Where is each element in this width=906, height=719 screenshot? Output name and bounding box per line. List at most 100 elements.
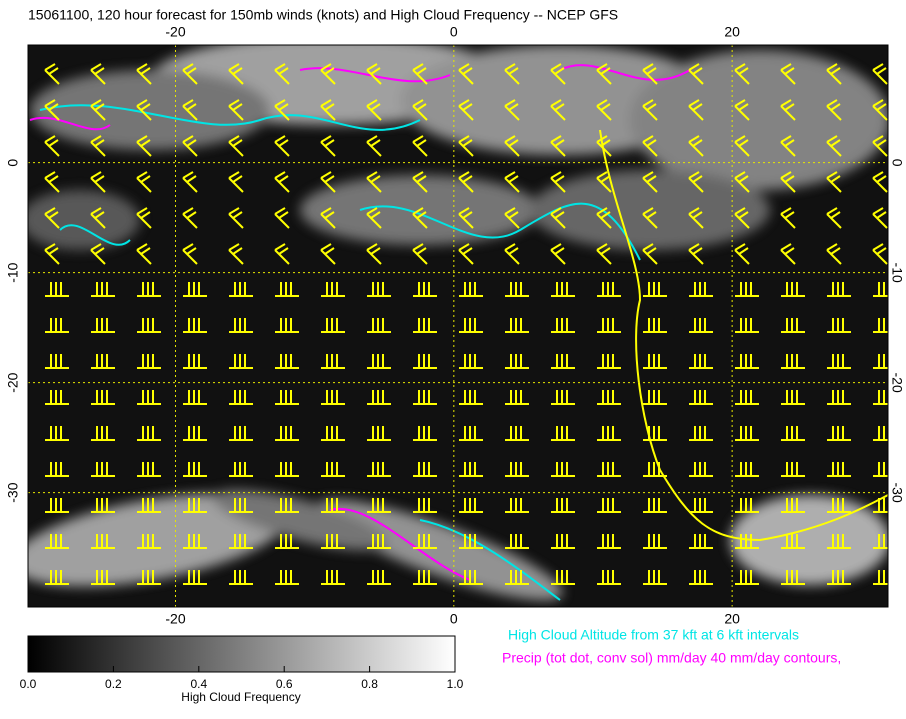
wind-barb [136,99,152,121]
wind-barb [412,63,428,85]
wind-barb [504,171,520,193]
wind-barb [367,498,391,513]
wind-barb [44,135,60,157]
wind-barb [229,390,253,405]
wind-barb [229,570,253,585]
wind-barb [688,99,704,121]
wind-barb [366,135,382,157]
wind-barb [827,426,851,441]
wind-barb [320,207,336,229]
wind-barb [735,318,759,333]
wind-barb [182,99,198,121]
map-area [28,45,888,607]
wind-barb [689,282,713,297]
wind-barb [688,171,704,193]
wind-barb [827,462,851,477]
wind-barb [228,243,244,265]
wind-barb [367,462,391,477]
colorbar-label: High Cloud Frequency [181,690,300,704]
wind-barb [44,171,60,193]
wind-barb [366,99,382,121]
wind-barb [504,243,520,265]
wind-barb [458,171,474,193]
wind-barb [413,354,437,369]
wind-barb [45,354,69,369]
wind-barb [459,498,483,513]
wind-barb [551,498,575,513]
wind-barb [550,135,566,157]
wind-barb [781,570,805,585]
wind-barb [551,390,575,405]
wind-barb [505,498,529,513]
wind-barb [275,462,299,477]
wind-barb [91,534,115,549]
legend-precip: Precip (tot dot, conv sol) mm/day 40 mm/… [502,650,841,666]
wind-barb [320,243,336,265]
wind-barb [183,570,207,585]
colorbar-tick-label: 1.0 [447,677,464,691]
wind-barb [459,462,483,477]
wind-barb [44,99,60,121]
wind-barb [550,63,566,85]
wind-barb [182,171,198,193]
wind-barb [550,243,566,265]
wind-barb [826,243,842,265]
wind-barb [734,207,750,229]
wind-barb [183,462,207,477]
wind-barb [90,171,106,193]
wind-barb [780,207,796,229]
wind-barb [321,354,345,369]
wind-barb [551,354,575,369]
wind-barb [689,534,713,549]
wind-barb [872,63,888,85]
wind-barb [872,135,888,157]
wind-barb [137,318,161,333]
wind-barb [228,63,244,85]
wind-barb [459,534,483,549]
y-tick-label-right: -10 [889,263,905,283]
wind-barb [596,243,612,265]
wind-barb [459,282,483,297]
wind-barb [735,462,759,477]
wind-barb [873,318,888,333]
wind-barb [90,99,106,121]
wind-barb [367,570,391,585]
colorbar-tick-label: 0.0 [20,677,37,691]
wind-barb [689,498,713,513]
wind-barb [91,498,115,513]
wind-barb [505,318,529,333]
wind-barb [596,99,612,121]
wind-barb [321,498,345,513]
wind-barb [642,135,658,157]
wind-barb [781,498,805,513]
wind-barb [412,135,428,157]
wind-barb [182,207,198,229]
wind-barb [688,135,704,157]
wind-barb [734,243,750,265]
wind-barb [367,318,391,333]
wind-barb [597,426,621,441]
wind-barb [229,498,253,513]
wind-barb [137,462,161,477]
colorbar [27,635,456,673]
wind-barb [458,99,474,121]
wind-barb [688,207,704,229]
wind-barb [872,171,888,193]
wind-barb [551,534,575,549]
wind-barb [597,318,621,333]
x-tick-label-top: -20 [165,24,185,40]
y-tick-label-right: 0 [889,159,905,167]
wind-barb [413,570,437,585]
wind-barb [873,534,888,549]
wind-barb [781,354,805,369]
wind-barb [229,354,253,369]
wind-barb [45,426,69,441]
wind-barb [183,390,207,405]
wind-barb [91,390,115,405]
wind-barb [826,207,842,229]
wind-barb [274,243,290,265]
wind-barb [44,207,60,229]
wind-barb [44,63,60,85]
wind-barb [643,498,667,513]
